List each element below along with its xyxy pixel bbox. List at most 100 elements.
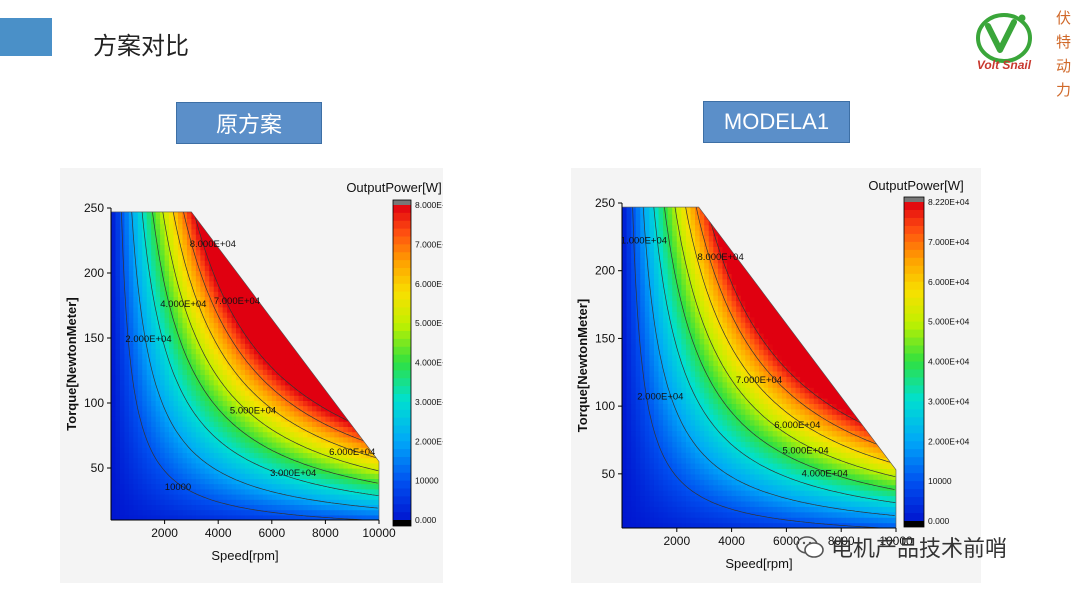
heatmap-cell [356,369,362,375]
heatmap-cell [200,426,206,433]
heatmap-cell [320,343,326,349]
heatmap-cell [635,349,641,356]
heatmap-cell [653,408,660,415]
heatmap-cell [631,381,637,388]
heatmap-cell [119,343,125,349]
heatmap-cell [160,374,166,381]
heatmap-cell [708,392,714,399]
heatmap-cell [191,270,197,277]
heatmap-cell [209,358,215,365]
heatmap-cell [151,317,157,323]
heatmap-cell [245,343,251,349]
heatmap-cell [343,499,349,505]
heatmap-cell [146,468,152,474]
heatmap-cell [155,405,161,412]
heatmap-cell [635,403,641,410]
heatmap-cell [204,395,210,401]
heatmap-cell [178,462,184,469]
heatmap-cell [303,275,309,282]
heatmap-cell [111,426,117,433]
heatmap-cell [169,218,175,225]
heatmap-cell [329,447,335,453]
heatmap-cell [164,338,170,344]
heatmap-cell [644,300,650,307]
heatmap-cell [316,462,322,469]
heatmap-cell [267,211,273,214]
heatmap-cell [631,219,637,226]
heatmap-cell [253,504,259,511]
heatmap-cell [653,354,660,361]
heatmap-cell [347,286,353,292]
heatmap-cell [325,322,331,329]
heatmap-cell [644,316,650,323]
heatmap-cell [115,473,121,479]
heatmap-cell [267,488,273,495]
heatmap-cell [245,452,251,459]
heatmap-cell [695,327,701,334]
heatmap-cell [209,306,215,313]
heatmap-cell [361,353,367,360]
heatmap-cell [124,249,130,256]
heatmap-cell [622,435,628,442]
heatmap-cell [240,296,246,303]
heatmap-cell [124,436,130,443]
heatmap-cell [676,262,682,269]
heatmap-cell [115,280,121,287]
heatmap-cell [249,234,255,240]
heatmap-cell [128,343,134,349]
heatmap-cell [704,316,710,323]
heatmap-cell [271,405,277,412]
heatmap-cell [267,499,273,505]
heatmap-cell [289,416,295,422]
heatmap-cell [370,338,376,344]
heatmap-cell [236,317,242,323]
heatmap-cell [672,235,678,242]
heatmap-cell [717,408,724,415]
heatmap-cell [200,265,206,271]
heatmap-cell [320,504,326,511]
heatmap-cell [352,306,358,313]
heatmap-cell [186,395,192,401]
heatmap-cell [672,452,678,459]
heatmap-cell [699,457,705,464]
heatmap-cell [111,374,117,381]
heatmap-cell [155,514,161,521]
heatmap-cell [133,348,139,355]
heatmap-cell [334,218,340,225]
heatmap-cell [262,452,268,459]
heatmap-cell [676,327,682,334]
heatmap-cell [347,260,353,266]
heatmap-cell [169,301,175,308]
heatmap-cell [289,291,295,297]
heatmap-cell [667,262,673,269]
heatmap-cell [169,364,175,370]
heatmap-cell [155,312,161,318]
heatmap-cell [312,457,318,464]
heatmap-cell [271,452,277,459]
heatmap-cell [169,249,175,256]
heatmap-cell [307,374,313,381]
heatmap-cell [681,517,687,524]
heatmap-cell [631,278,637,285]
heatmap-cell [663,490,669,497]
heatmap-cell [640,300,646,307]
heatmap-cell [298,410,304,417]
heatmap-cell [672,425,678,432]
heatmap-cell [213,213,219,219]
heatmap-cell [685,457,692,464]
heatmap-cell [658,262,664,269]
heatmap-cell [213,353,219,360]
heatmap-cell [347,312,353,318]
heatmap-cell [245,306,251,313]
heatmap-cell [124,332,130,339]
heatmap-cell [249,317,255,323]
heatmap-cell [320,301,326,308]
heatmap-cell [298,483,304,490]
heatmap-cell [280,436,286,443]
heatmap-cell [222,410,228,417]
heatmap-cell [227,436,233,443]
heatmap-cell [178,228,184,235]
heatmap-cell [186,228,192,235]
heatmap-cell [325,483,331,490]
heatmap-cell [690,392,696,399]
